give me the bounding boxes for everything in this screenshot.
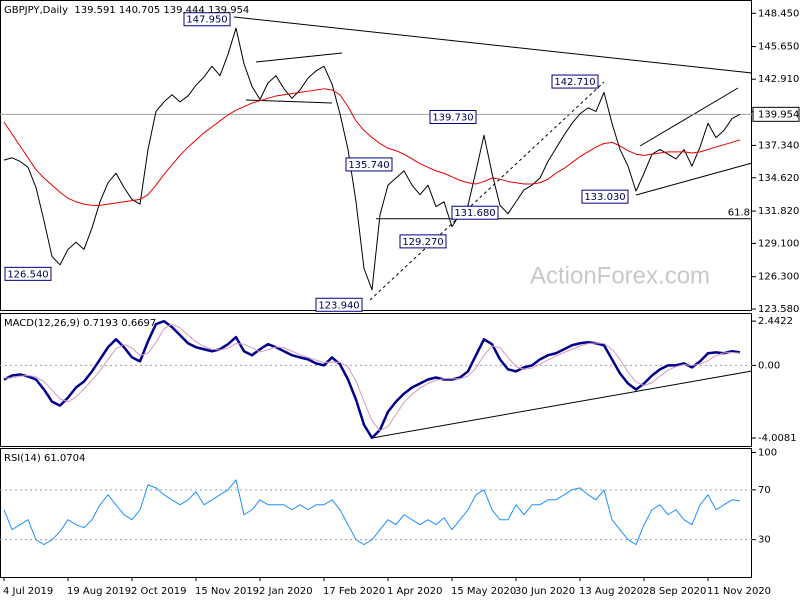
last-price-box	[752, 106, 800, 122]
x-tick-label: 2 Jan 2020	[259, 586, 313, 597]
trend-line	[369, 81, 605, 301]
y-tick-label: 126.300	[758, 272, 799, 283]
x-tick-label: 17 Feb 2020	[323, 586, 385, 597]
y-tick-label: 100	[758, 447, 777, 458]
price-annotation-box	[4, 266, 52, 281]
panel-frame	[0, 448, 752, 578]
price-annotation: 147.950	[186, 15, 227, 26]
x-tick-label: 30 Jun 2020	[515, 586, 575, 597]
x-tick-label: 1 Apr 2020	[387, 586, 442, 597]
panel-title: RSI(14) 61.0704	[4, 453, 85, 464]
y-tick-label: 0.00	[758, 360, 780, 371]
x-tick-label: 15 Nov 2019	[195, 586, 259, 597]
price-annotation-box	[581, 189, 629, 204]
series-line	[3, 88, 741, 206]
price-annotation: 133.030	[584, 192, 625, 203]
trend-line	[233, 16, 753, 74]
panel-title: MACD(12,26,9) 0.7193 0.6697	[4, 318, 156, 329]
x-tick-label: 2 Oct 2019	[131, 586, 186, 597]
price-annotation-box	[551, 74, 599, 89]
trend-line	[639, 87, 739, 147]
price-annotation: 142.710	[554, 77, 595, 88]
price-annotation-box	[429, 109, 477, 124]
price-annotation: 123.940	[318, 300, 359, 311]
panel-title: GBPJPY,Daily 139.591 140.705 139.444 139…	[4, 5, 249, 16]
x-tick-label: 28 Sep 2020	[643, 586, 706, 597]
trend-line	[371, 370, 753, 439]
watermark: ActionForex.com	[530, 262, 710, 289]
x-tick-label: 15 May 2020	[451, 586, 516, 597]
x-tick-label: 13 Aug 2020	[579, 586, 643, 597]
series-line	[4, 323, 741, 432]
y-tick-label: 131.820	[758, 206, 799, 217]
y-tick-label: 2.4422	[758, 316, 793, 327]
price-annotation-box	[451, 205, 499, 220]
series-line	[3, 27, 741, 291]
fib-label: 61.8	[728, 208, 750, 219]
series-line	[3, 479, 741, 546]
y-tick-label: 123.580	[758, 304, 799, 315]
y-tick-label: 129.100	[758, 238, 799, 249]
price-annotation: 129.270	[402, 237, 443, 248]
y-tick-label: 137.340	[758, 140, 799, 151]
y-tick-label: 142.910	[758, 74, 799, 85]
price-annotation-box	[345, 157, 393, 172]
price-annotation-box	[315, 297, 363, 312]
y-tick-label: 30	[758, 535, 771, 546]
panel-frame	[0, 0, 752, 311]
trend-line	[635, 162, 753, 196]
price-annotation: 126.540	[7, 269, 48, 280]
trend-line	[255, 52, 343, 63]
last-price-label: 139.954	[758, 109, 799, 120]
y-tick-label: 70	[758, 485, 771, 496]
series-line	[3, 319, 741, 440]
price-annotation-box	[183, 12, 231, 27]
y-tick-label: 145.650	[758, 42, 799, 53]
y-tick-label: 134.620	[758, 173, 799, 184]
x-tick-label: 19 Aug 2019	[67, 586, 131, 597]
price-annotation-box	[399, 234, 447, 249]
x-tick-label: 11 Nov 2020	[707, 586, 771, 597]
price-annotation: 135.740	[348, 160, 389, 171]
panel-frame	[0, 313, 752, 447]
price-annotation: 139.730	[432, 112, 473, 123]
price-annotation: 131.680	[454, 208, 495, 219]
y-tick-label: 148.450	[758, 8, 799, 19]
x-tick-label: 4 Jul 2019	[3, 586, 53, 597]
y-tick-label: -4.0081	[758, 433, 797, 444]
